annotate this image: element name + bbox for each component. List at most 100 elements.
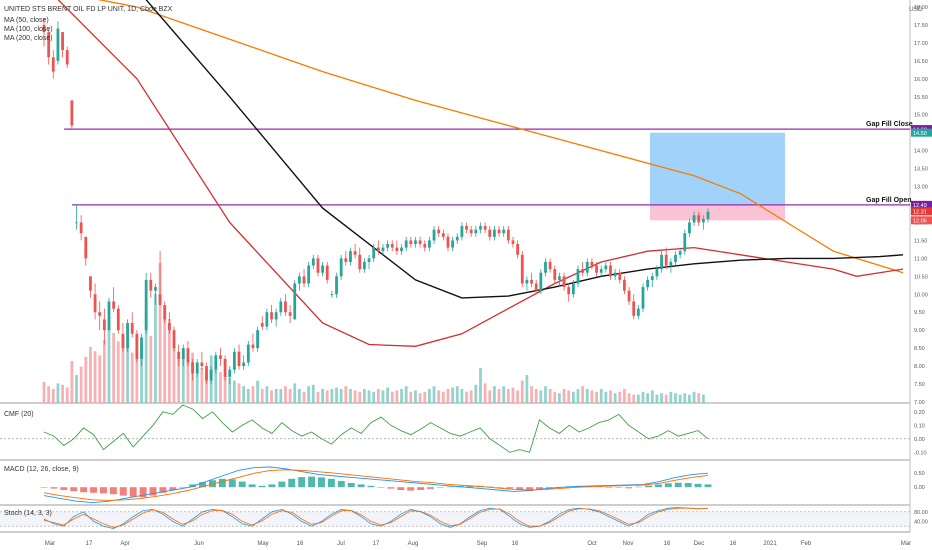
- macd-hist-bar: [50, 487, 58, 489]
- price-tag: [911, 216, 932, 225]
- candle-body: [316, 258, 320, 273]
- price-tag-text: 12.49: [913, 203, 927, 209]
- macd-hist-bar: [516, 487, 524, 490]
- x-tick-label: 17: [86, 541, 93, 547]
- candle-body: [618, 272, 622, 280]
- candle-body: [307, 265, 311, 284]
- stoch-pane: [0, 507, 910, 530]
- volume-bar: [335, 387, 338, 403]
- y-tick-label: 7.00: [914, 400, 925, 406]
- candle-body: [232, 351, 236, 370]
- x-tick-label: 16: [664, 541, 671, 547]
- volume-bar: [61, 384, 64, 403]
- volume-bar: [688, 394, 691, 403]
- stoch-label: Stoch (14, 3, 3): [4, 510, 52, 517]
- macd-hist-bar: [109, 487, 117, 495]
- macd-hist-bar: [506, 487, 514, 489]
- macd-hist-bar: [288, 478, 296, 488]
- candle-body: [409, 240, 413, 244]
- macd-hist-bar: [238, 481, 246, 488]
- volume-bar: [154, 293, 157, 403]
- macd-hist-bar: [327, 478, 335, 488]
- candle-body: [223, 358, 227, 377]
- volume-bar: [260, 389, 264, 403]
- candle-body: [144, 279, 148, 331]
- volume-bar: [474, 384, 478, 403]
- volume-bar: [274, 389, 278, 403]
- candle-body: [339, 258, 343, 277]
- legend-ma50: MA (50, close): [4, 17, 49, 24]
- candle-body: [98, 312, 102, 316]
- volume-bar: [265, 386, 269, 403]
- y-tick-label: 15.50: [914, 95, 928, 101]
- cmf-label: CMF (20): [4, 411, 34, 418]
- x-tick-label: Apr: [120, 541, 129, 547]
- volume-bar: [386, 387, 390, 403]
- candle-body: [163, 305, 167, 320]
- candle-body: [51, 57, 55, 72]
- volume-bar: [674, 393, 677, 403]
- candle-body: [562, 276, 566, 288]
- candle-body: [636, 308, 640, 316]
- macd-hist-bar: [436, 487, 444, 488]
- volume-bar: [451, 387, 455, 403]
- candle-body: [135, 333, 139, 359]
- candle-body: [641, 287, 645, 309]
- volume-bar: [534, 389, 538, 403]
- volume-bar: [214, 363, 218, 403]
- volume-bar: [409, 391, 413, 403]
- candle-body: [205, 366, 208, 381]
- candle-body: [502, 229, 506, 234]
- volume-bar: [228, 377, 232, 403]
- x-tick-label: Aug: [408, 541, 419, 547]
- macd-hist-bar: [129, 487, 137, 497]
- candle-body: [678, 251, 682, 255]
- macd-hist-bar: [159, 487, 167, 493]
- x-tick-label: Mar: [45, 541, 55, 547]
- candle-body: [627, 290, 631, 302]
- candle-body: [664, 254, 668, 266]
- cmf-tick-label: 0.20: [914, 410, 925, 416]
- candle-body: [284, 301, 287, 313]
- candle-body: [520, 254, 524, 284]
- volume-bar: [186, 361, 190, 403]
- volume-bar: [242, 386, 246, 403]
- price-tag: [911, 128, 932, 137]
- macd-hist-bar: [704, 484, 712, 488]
- candle-body: [251, 344, 255, 349]
- candle-body: [288, 312, 292, 316]
- macd-hist-bar: [466, 485, 474, 488]
- cmf-tick-label: 0.00: [914, 437, 925, 443]
- volume-bar: [102, 340, 106, 403]
- candle-body: [102, 319, 106, 331]
- stoch-d-line: [43, 507, 709, 528]
- y-tick-label: 7.50: [914, 382, 925, 388]
- candle-body: [349, 251, 352, 262]
- volume-bar: [414, 390, 417, 403]
- volume-bar: [669, 391, 673, 403]
- macd-hist-bar: [119, 487, 127, 496]
- volume-bar: [256, 380, 259, 403]
- volume-bar: [302, 391, 306, 403]
- volume-bar: [627, 393, 631, 403]
- candle-body: [367, 258, 371, 262]
- macd-hist-bar: [80, 487, 88, 493]
- macd-tick-label: 0.00: [914, 485, 925, 491]
- macd-hist-bar: [149, 487, 157, 496]
- volume-bar: [172, 341, 176, 403]
- candle-body: [683, 233, 687, 252]
- macd-label: MACD (12, 26, close, 9): [4, 466, 79, 473]
- macd-pane: [40, 466, 712, 504]
- candle-body: [692, 215, 696, 223]
- candle-body: [84, 236, 88, 259]
- volume-bar: [423, 391, 427, 403]
- candle-body: [623, 279, 626, 291]
- volume-bar: [646, 393, 650, 403]
- signal-line: [43, 469, 709, 501]
- cmf-line: [43, 404, 709, 453]
- candle-body: [302, 276, 306, 284]
- volume-bar: [297, 389, 301, 403]
- y-tick-label: 11.00: [914, 256, 927, 262]
- volume-bar: [539, 390, 543, 403]
